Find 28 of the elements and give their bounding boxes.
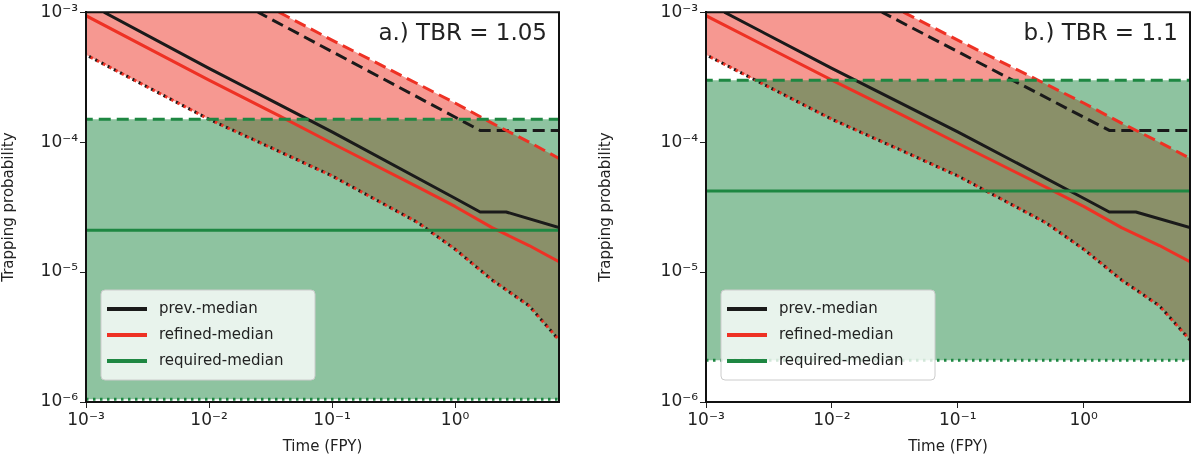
x-tick-label: 10⁰	[440, 408, 470, 429]
y-tick-label: 10⁻⁴	[40, 130, 79, 151]
y-axis-title: Trapping probability	[0, 132, 17, 283]
x-tick-label: 10⁻³	[687, 408, 725, 429]
chart-title: b.) TBR = 1.1	[1023, 18, 1178, 45]
y-tick-label: 10⁻⁵	[660, 260, 698, 281]
chart-title: a.) TBR = 1.05	[378, 18, 547, 45]
x-tick-label: 10⁻¹	[313, 408, 351, 429]
legend-label: refined-median	[779, 324, 894, 343]
legend-label: required-median	[779, 350, 904, 369]
y-tick-label: 10⁻³	[660, 0, 698, 21]
x-tick-label: 10⁻²	[813, 408, 851, 429]
y-axis-title: Trapping probability	[595, 132, 614, 283]
y-tick-label: 10⁻⁶	[40, 390, 79, 411]
x-tick-label: 10⁻¹	[939, 408, 977, 429]
legend-label: prev.-median	[159, 298, 258, 317]
y-tick-label: 10⁻³	[40, 0, 78, 21]
x-axis-title: Time (FPY)	[281, 436, 363, 455]
x-tick-label: 10⁰	[1069, 408, 1099, 429]
x-tick-label: 10⁻³	[67, 408, 105, 429]
y-tick-label: 10⁻⁴	[660, 130, 699, 151]
y-tick-label: 10⁻⁶	[660, 390, 699, 411]
legend-label: refined-median	[159, 324, 274, 343]
x-axis-title: Time (FPY)	[907, 436, 988, 455]
legend-label: prev.-median	[779, 298, 878, 317]
y-tick-label: 10⁻⁵	[40, 260, 78, 281]
x-tick-label: 10⁻²	[190, 408, 228, 429]
legend-label: required-median	[159, 350, 284, 369]
